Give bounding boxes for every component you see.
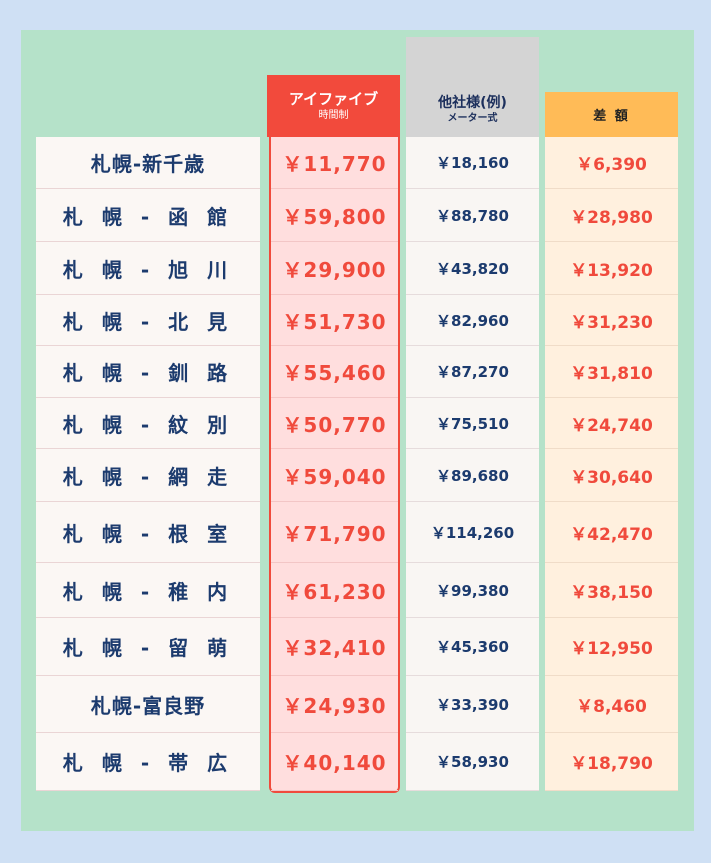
header-other: 他社様(例) メーター式: [406, 37, 539, 137]
route-cell: 札 幌 - 網 走: [36, 449, 260, 502]
aif-price-cell: ￥29,900: [271, 242, 398, 295]
other-price-cell: ￥45,360: [406, 618, 539, 676]
difference-cell: ￥28,980: [545, 189, 678, 242]
difference-cell: ￥6,390: [545, 137, 678, 189]
route-cell: 札 幌 - 留 萌: [36, 618, 260, 676]
other-price-cell: ￥82,960: [406, 295, 539, 346]
difference-cell: ￥31,230: [545, 295, 678, 346]
route-cell: 札 幌 - 帯 広: [36, 733, 260, 791]
difference-cell: ￥38,150: [545, 563, 678, 618]
aif-price-cell: ￥40,140: [271, 733, 398, 791]
difference-cell: ￥18,790: [545, 733, 678, 791]
other-price-cell: ￥18,160: [406, 137, 539, 189]
header-diff-title: 差 額: [593, 109, 630, 124]
aif-price-cell: ￥59,040: [271, 449, 398, 502]
difference-cell: ￥30,640: [545, 449, 678, 502]
route-cell: 札 幌 - 釧 路: [36, 346, 260, 398]
route-cell: 札 幌 - 函 館: [36, 189, 260, 242]
header-other-sub: メーター式: [447, 113, 498, 124]
route-cell: 札 幌 - 北 見: [36, 295, 260, 346]
other-price-cell: ￥75,510: [406, 398, 539, 449]
route-cell: 札 幌 - 旭 川: [36, 242, 260, 295]
other-price-cell: ￥33,390: [406, 676, 539, 733]
other-price-cell: ￥88,780: [406, 189, 539, 242]
other-price-cell: ￥114,260: [406, 502, 539, 563]
other-price-column: ￥18,160 ￥88,780 ￥43,820 ￥82,960 ￥87,270 …: [406, 137, 539, 791]
route-cell: 札 幌 - 紋 別: [36, 398, 260, 449]
aif-price-column: ￥11,770 ￥59,800 ￥29,900 ￥51,730 ￥55,460 …: [269, 137, 400, 793]
difference-cell: ￥8,460: [545, 676, 678, 733]
other-price-cell: ￥58,930: [406, 733, 539, 791]
header-diff: 差 額: [545, 92, 678, 137]
header-aif-title: アイファイブ: [288, 89, 379, 108]
route-cell: 札幌-新千歳: [36, 137, 260, 189]
header-other-title: 他社様(例): [438, 95, 507, 111]
aif-price-cell: ￥11,770: [271, 137, 398, 189]
difference-cell: ￥42,470: [545, 502, 678, 563]
route-cell: 札 幌 - 根 室: [36, 502, 260, 563]
route-cell: 札 幌 - 稚 内: [36, 563, 260, 618]
other-price-cell: ￥87,270: [406, 346, 539, 398]
difference-column: ￥6,390 ￥28,980 ￥13,920 ￥31,230 ￥31,810 ￥…: [545, 137, 678, 791]
aif-price-cell: ￥50,770: [271, 398, 398, 449]
other-price-cell: ￥43,820: [406, 242, 539, 295]
aif-price-cell: ￥55,460: [271, 346, 398, 398]
aif-price-cell: ￥32,410: [271, 618, 398, 676]
aif-price-cell: ￥71,790: [271, 502, 398, 563]
aif-price-cell: ￥24,930: [271, 676, 398, 733]
difference-cell: ￥12,950: [545, 618, 678, 676]
difference-cell: ￥24,740: [545, 398, 678, 449]
aif-price-cell: ￥61,230: [271, 563, 398, 618]
difference-cell: ￥13,920: [545, 242, 678, 295]
aif-price-cell: ￥59,800: [271, 189, 398, 242]
aif-price-cell: ￥51,730: [271, 295, 398, 346]
difference-cell: ￥31,810: [545, 346, 678, 398]
route-column: 札幌-新千歳 札 幌 - 函 館 札 幌 - 旭 川 札 幌 - 北 見 札 幌…: [36, 137, 260, 791]
other-price-cell: ￥99,380: [406, 563, 539, 618]
header-aif-sub: 時間制: [318, 109, 349, 121]
header-aif: アイファイブ 時間制: [267, 75, 400, 137]
other-price-cell: ￥89,680: [406, 449, 539, 502]
route-cell: 札幌-富良野: [36, 676, 260, 733]
